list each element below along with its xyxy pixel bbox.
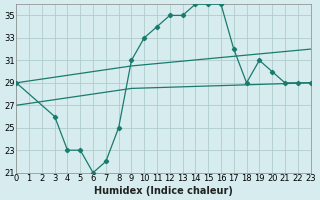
X-axis label: Humidex (Indice chaleur): Humidex (Indice chaleur): [94, 186, 233, 196]
